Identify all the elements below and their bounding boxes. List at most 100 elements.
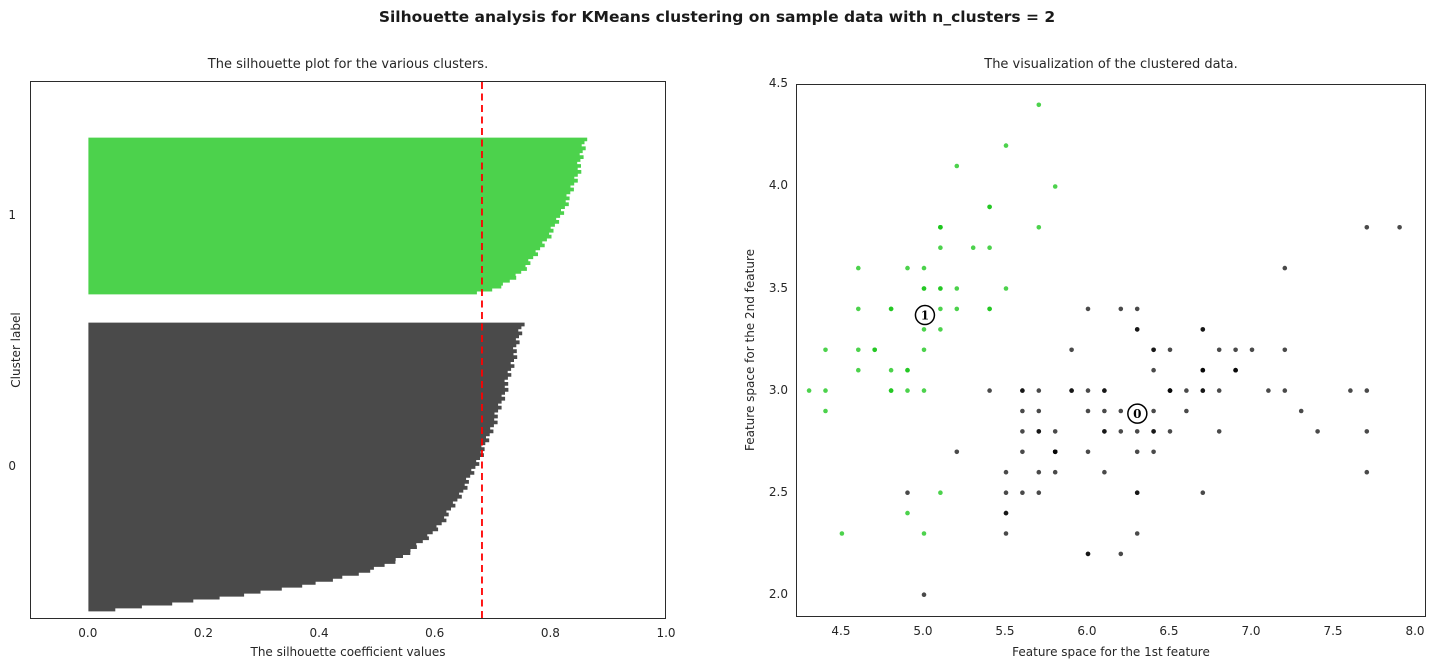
- scatter-point: [1200, 388, 1206, 393]
- scatter-point: [1003, 531, 1009, 536]
- cluster-1-silhouette-band: [88, 137, 588, 295]
- figure-title: Silhouette analysis for KMeans clusterin…: [378, 8, 1056, 26]
- scatter-xtick: 5.5: [995, 624, 1015, 638]
- scatter-point: [1003, 469, 1009, 475]
- scatter-point: [1233, 347, 1238, 353]
- scatter-point: [1069, 388, 1074, 393]
- scatter-point: [1266, 388, 1271, 393]
- scatter-xtick: 6.5: [1159, 624, 1179, 638]
- scatter-point: [1184, 408, 1189, 414]
- scatter-point: [938, 225, 943, 230]
- cluster-0-silhouette-band: [88, 322, 525, 612]
- scatter-ytick: 2.0: [768, 586, 788, 601]
- scatter-point: [921, 265, 927, 271]
- scatter-point: [905, 367, 910, 373]
- silhouette-plot: [30, 81, 666, 620]
- scatter-point: [856, 367, 861, 373]
- scatter-point: [1151, 367, 1156, 373]
- scatter-point: [1348, 388, 1353, 393]
- scatter-point: [1364, 429, 1370, 434]
- scatter-point: [938, 306, 943, 312]
- scatter-point: [888, 388, 894, 393]
- scatter-point: [1397, 225, 1402, 230]
- scatter-point: [1134, 449, 1140, 455]
- scatter-point: [1151, 408, 1156, 414]
- silhouette-plot-title: The silhouette plot for the various clus…: [207, 57, 489, 72]
- scatter-point: [987, 388, 992, 393]
- scatter-point: [1364, 388, 1370, 393]
- scatter-point: [1102, 469, 1107, 475]
- silhouette-xlabel: The silhouette coefficient values: [250, 645, 446, 659]
- scatter-point: [905, 510, 910, 516]
- scatter-point: [1118, 551, 1124, 557]
- scatter-point: [921, 327, 927, 332]
- scatter-point: [921, 286, 927, 291]
- scatter-point: [1151, 449, 1156, 455]
- scatter-point: [1036, 429, 1042, 434]
- silhouette-xtick: 0.2: [193, 626, 213, 640]
- scatter-point: [1085, 408, 1091, 414]
- scatter-point: [872, 347, 877, 353]
- scatter-point: [856, 306, 861, 312]
- scatter-point: [888, 306, 894, 312]
- scatter-point: [1102, 429, 1107, 434]
- scatter-point: [954, 306, 960, 312]
- scatter-xtick: 4.5: [831, 624, 851, 638]
- scatter-xlabel: Feature space for the 1st feature: [1012, 645, 1210, 659]
- scatter-point: [1036, 388, 1042, 393]
- centroid-label-1: 1: [921, 309, 929, 323]
- scatter-xtick: 6.0: [1077, 624, 1097, 638]
- scatter-point: [921, 388, 927, 393]
- scatter-point: [1052, 469, 1058, 475]
- cluster-label-ytick: 0: [8, 459, 16, 473]
- scatter-point: [1134, 490, 1140, 496]
- scatter-point: [1134, 531, 1140, 536]
- scatter-point: [1216, 429, 1222, 434]
- scatter-plot-title: The visualization of the clustered data.: [984, 57, 1238, 72]
- silhouette-xtick: 0.8: [540, 626, 560, 640]
- scatter-point: [1315, 429, 1320, 434]
- silhouette-xtick: 0.4: [309, 626, 329, 640]
- scatter-point: [938, 490, 943, 496]
- scatter-point: [1118, 429, 1124, 434]
- scatter-point: [1020, 490, 1025, 496]
- scatter-point: [1085, 306, 1091, 312]
- scatter-point: [1200, 367, 1206, 373]
- scatter-point: [987, 306, 992, 312]
- scatter-point: [938, 327, 943, 332]
- scatter-point: [905, 490, 910, 496]
- scatter-point: [938, 286, 943, 291]
- scatter-xtick: 5.0: [913, 624, 933, 638]
- scatter-point: [1085, 551, 1091, 557]
- scatter-point: [1282, 347, 1288, 353]
- scatter-point: [921, 531, 927, 536]
- scatter-point: [1020, 429, 1025, 434]
- scatter-point: [1167, 388, 1173, 393]
- scatter-point: [888, 367, 894, 373]
- scatter-point: [1102, 408, 1107, 414]
- scatter-point: [987, 245, 992, 250]
- scatter-point: [1118, 306, 1124, 312]
- scatter-point: [1003, 286, 1009, 291]
- scatter-point: [1200, 327, 1206, 332]
- scatter-point: [1184, 388, 1189, 393]
- scatter-point: [1364, 469, 1370, 475]
- scatter-ytick: 4.0: [768, 178, 788, 193]
- scatter-point: [823, 347, 828, 353]
- scatter-point: [1052, 429, 1058, 434]
- scatter-point: [1003, 490, 1009, 496]
- scatter-plot-canvas: 10: [806, 102, 1402, 597]
- scatter-ylabel: Feature space for the 2nd feature: [743, 249, 757, 451]
- scatter-point: [954, 449, 960, 455]
- silhouette-xtick: 0.0: [78, 626, 98, 640]
- scatter-point: [856, 265, 861, 271]
- scatter-point: [1134, 429, 1140, 434]
- scatter-point: [1298, 408, 1304, 414]
- scatter-point: [1036, 408, 1042, 414]
- scatter-xtick: 7.5: [1323, 624, 1343, 638]
- scatter-point: [1134, 306, 1140, 312]
- scatter-point: [1200, 490, 1206, 496]
- scatter-point: [1249, 347, 1255, 353]
- scatter-point: [823, 388, 828, 393]
